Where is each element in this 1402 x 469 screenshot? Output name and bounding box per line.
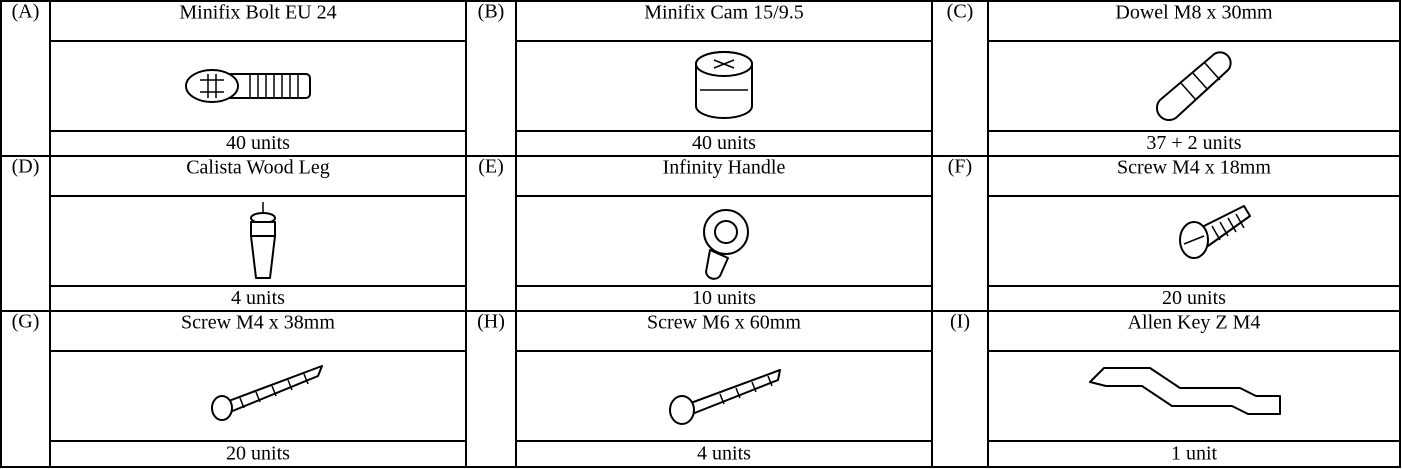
label-cell — [465, 310, 517, 468]
label-cell — [931, 0, 989, 157]
item-quantity: 4 units — [697, 443, 751, 465]
icon-handle — [703, 209, 749, 280]
item-letter: (B) — [478, 1, 505, 23]
item-name: Screw M6 x 60mm — [647, 312, 801, 334]
icon-screw-m6-60 — [669, 369, 781, 425]
item-name: Allen Key Z M4 — [1128, 312, 1261, 334]
icon-bolt — [185, 69, 311, 103]
item-quantity: 37 + 2 units — [1146, 132, 1241, 154]
icon-screw-m4-38 — [211, 365, 323, 421]
quantity-cell — [987, 440, 1401, 468]
label-cell — [0, 0, 51, 157]
item-name: Minifix Bolt EU 24 — [179, 2, 336, 24]
item-letter: (I) — [950, 311, 970, 333]
item-name: Infinity Handle — [663, 157, 786, 179]
item-quantity: 4 units — [231, 287, 285, 309]
label-cell — [931, 310, 989, 468]
item-name: Screw M4 x 38mm — [181, 312, 335, 334]
item-quantity: 20 units — [1162, 287, 1226, 309]
item-letter: (E) — [478, 156, 504, 178]
label-cell — [465, 0, 517, 157]
item-name: Screw M4 x 18mm — [1117, 157, 1271, 179]
item-letter: (A) — [12, 1, 40, 23]
label-cell — [465, 155, 517, 312]
item-name: Minifix Cam 15/9.5 — [644, 2, 803, 24]
icon-allen-key — [1089, 367, 1281, 415]
item-letter: (H) — [477, 311, 505, 333]
item-letter: (F) — [948, 156, 972, 178]
icon-screw-m4-18 — [1179, 205, 1251, 259]
icon-dowel — [1155, 51, 1232, 122]
item-letter: (C) — [947, 1, 974, 23]
label-cell — [931, 155, 989, 312]
icon-leg — [250, 202, 276, 279]
item-quantity: 40 units — [226, 132, 290, 154]
item-name: Calista Wood Leg — [186, 157, 330, 179]
label-cell — [0, 155, 51, 312]
item-quantity: 40 units — [692, 132, 756, 154]
item-letter: (D) — [12, 156, 40, 178]
label-cell — [0, 310, 51, 468]
item-name: Dowel M8 x 30mm — [1115, 2, 1273, 24]
item-quantity: 1 unit — [1171, 443, 1218, 465]
item-letter: (G) — [12, 311, 40, 333]
item-quantity: 10 units — [692, 287, 756, 309]
icon-cam — [695, 51, 753, 119]
item-quantity: 20 units — [226, 443, 290, 465]
